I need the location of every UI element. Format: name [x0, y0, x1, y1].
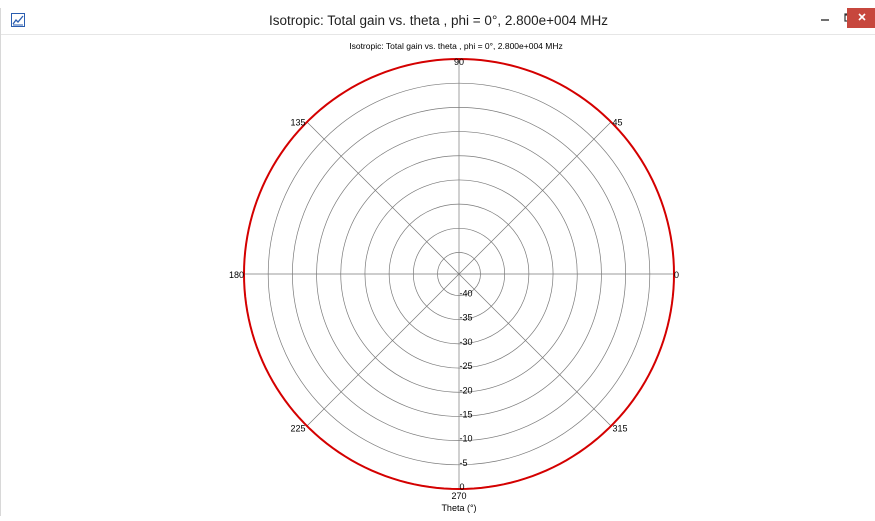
minimize-icon: [820, 10, 830, 28]
radial-tick-label: -20: [460, 385, 473, 395]
radial-tick-label: -30: [460, 337, 473, 347]
x-axis-label: Theta (°): [441, 503, 476, 513]
angle-tick-label: 0: [674, 270, 679, 280]
angle-tick-label: 315: [612, 423, 627, 433]
radial-tick-label: -40: [460, 289, 473, 299]
radial-tick-label: -5: [460, 458, 468, 468]
grid: [243, 58, 675, 490]
background-strip: [0, 0, 875, 8]
angle-tick-label: 90: [454, 57, 464, 67]
close-icon: [857, 9, 867, 27]
window-title: Isotropic: Total gain vs. theta , phi = …: [268, 13, 609, 28]
chart-app-icon[interactable]: [11, 13, 25, 27]
close-button[interactable]: [847, 8, 875, 28]
grid-spoke: [458, 121, 612, 275]
angle-tick-label: 225: [291, 423, 306, 433]
gain-trace: [242, 57, 676, 491]
grid-spoke: [458, 273, 612, 427]
angle-tick-label: 180: [229, 270, 244, 280]
angle-tick-label: 45: [612, 118, 622, 128]
angle-tick-label: 270: [451, 491, 466, 501]
trace-layer: [242, 57, 676, 491]
radial-tick-label: -35: [460, 313, 473, 323]
polar-chart: Isotropic: Total gain vs. theta , phi = …: [229, 41, 679, 513]
radial-tick-label: 0: [460, 482, 465, 492]
radial-tick-label: -10: [460, 434, 473, 444]
angle-tick-label: 135: [291, 118, 306, 128]
title-bar[interactable]: Isotropic: Total gain vs. theta , phi = …: [1, 8, 875, 35]
plot-area: Isotropic: Total gain vs. theta , phi = …: [1, 34, 875, 516]
radial-tick-label: -25: [460, 361, 473, 371]
radial-tick-label: -15: [460, 409, 473, 419]
grid-spoke: [306, 273, 460, 427]
grid-spoke: [306, 121, 460, 275]
tick-labels: 0 45 90 135 180 225 270 315 -40 -35 -30 -25 -20 -15 -1…: [229, 57, 679, 501]
minimize-button[interactable]: [813, 8, 837, 30]
plot-window: Isotropic: Total gain vs. theta , phi = …: [0, 8, 875, 516]
chart-title: Isotropic: Total gain vs. theta , phi = …: [349, 41, 563, 51]
